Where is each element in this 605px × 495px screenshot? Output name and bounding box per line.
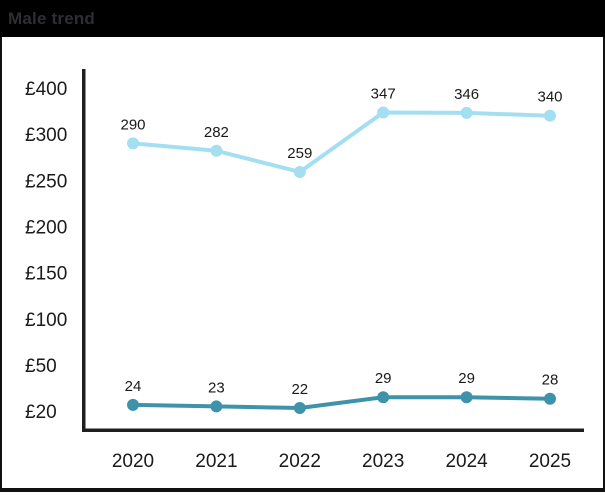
data-point-label: 290 xyxy=(120,116,145,133)
y-tick-label: £20 xyxy=(25,402,57,423)
y-tick-label: £150 xyxy=(25,264,67,285)
x-tick-label: 2022 xyxy=(279,451,321,472)
trend-line-chart: £400 £300 £250 £200 £150 £100 £50 £20 2020 2021 20… xyxy=(25,69,584,472)
data-point-upper-trend xyxy=(293,165,306,178)
data-point-label: 23 xyxy=(208,379,225,396)
data-point-label: 347 xyxy=(371,85,396,102)
data-point-label: 346 xyxy=(454,86,479,103)
x-tick-label: 2021 xyxy=(195,451,237,472)
data-point-upper-trend xyxy=(460,106,473,119)
data-point-upper-trend xyxy=(127,137,139,150)
series-line-upper-trend xyxy=(131,110,552,174)
data-point-label: 22 xyxy=(291,381,308,398)
y-tick-label: £100 xyxy=(25,310,67,331)
y-tick-label: £200 xyxy=(25,217,67,238)
data-point-lower-trend xyxy=(127,398,139,411)
data-point-label: 24 xyxy=(125,378,142,395)
chart-title: Male trend xyxy=(8,8,96,28)
data-point-label: 340 xyxy=(537,89,562,106)
x-tick-label: 2023 xyxy=(362,451,404,472)
y-tick-label: £400 xyxy=(25,79,67,100)
data-point-label: 29 xyxy=(375,370,392,387)
data-point-lower-trend xyxy=(544,392,556,405)
data-point-label: 29 xyxy=(458,370,475,387)
x-tick-label: 2024 xyxy=(445,451,488,472)
y-tick-label: £250 xyxy=(25,171,67,192)
data-point-label: 259 xyxy=(287,145,312,162)
y-axis-line xyxy=(82,69,86,432)
chart-body: £400 £300 £250 £200 £150 £100 £50 £20 2020 2021 20… xyxy=(0,37,605,492)
data-point-lower-trend xyxy=(460,391,473,404)
data-point-lower-trend xyxy=(293,401,306,414)
x-tick-label: 2025 xyxy=(529,451,571,472)
data-point-upper-trend xyxy=(544,109,556,122)
x-tick-label: 2020 xyxy=(112,451,154,472)
series-line-lower-trend xyxy=(131,395,552,410)
data-point-lower-trend xyxy=(377,391,390,404)
data-point-label: 282 xyxy=(204,124,229,141)
x-axis-line xyxy=(82,428,584,432)
y-tick-label: £300 xyxy=(25,125,67,146)
y-tick-label: £50 xyxy=(25,356,57,377)
chart-header: Male trend xyxy=(0,0,605,37)
data-point-lower-trend xyxy=(210,400,223,413)
data-point-upper-trend xyxy=(377,106,390,119)
data-point-upper-trend xyxy=(210,144,223,157)
data-point-label: 28 xyxy=(542,372,559,389)
